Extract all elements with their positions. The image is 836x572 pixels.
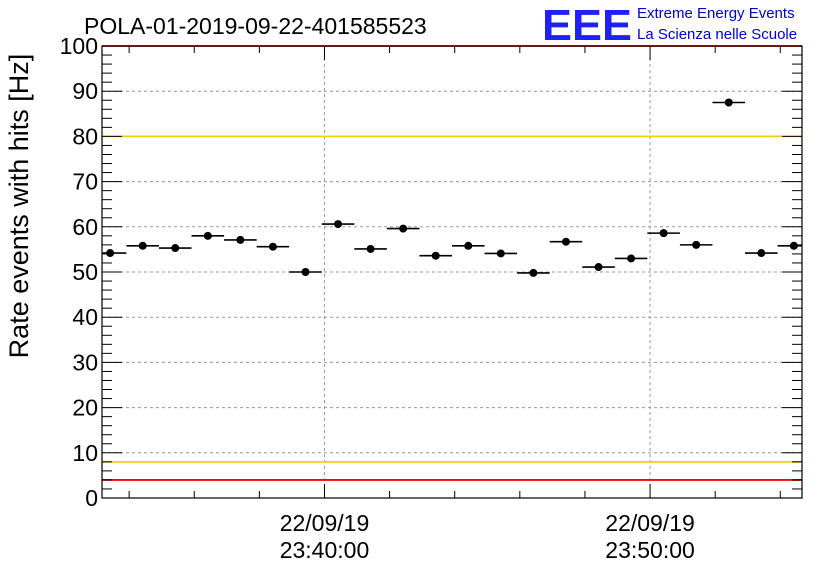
data-point	[529, 268, 538, 277]
grid	[102, 46, 802, 498]
y-tick-label: 50	[72, 259, 98, 285]
data-point	[431, 251, 440, 260]
data-point	[236, 235, 245, 244]
data-point	[138, 241, 147, 250]
data-series	[102, 98, 802, 277]
logo-subtitle-1: Extreme Energy Events	[637, 5, 795, 22]
data-point	[659, 229, 668, 238]
eee-logo: EEE Extreme Energy Events La Scienza nel…	[542, 1, 797, 50]
data-point	[594, 263, 603, 272]
data-point	[724, 98, 733, 107]
y-tick-label: 30	[72, 349, 98, 375]
y-tick-label: 0	[85, 485, 98, 511]
y-tick-label: 60	[72, 214, 98, 240]
y-tick-label: 10	[72, 440, 98, 466]
y-axis-title: Rate events with hits [Hz]	[4, 54, 34, 359]
y-tick-label: 90	[72, 78, 98, 104]
data-point	[464, 241, 473, 250]
y-tick-label: 20	[72, 395, 98, 421]
data-point	[171, 244, 180, 253]
eee-logo-mark: EEE	[542, 1, 632, 50]
x-tick-label-date: 22/09/19	[605, 510, 695, 536]
y-axis: 0 10 20 30 40 50 60 70 80 90 100	[60, 33, 802, 511]
x-tick-label-time: 23:50:00	[605, 537, 695, 563]
data-point	[106, 249, 115, 258]
data-point	[561, 237, 570, 246]
y-tick-label: 40	[72, 304, 98, 330]
data-point	[366, 244, 375, 253]
data-point	[692, 240, 701, 249]
y-tick-label: 80	[72, 123, 98, 149]
data-point	[268, 242, 277, 251]
x-tick-label-time: 23:40:00	[280, 537, 370, 563]
x-tick-label-date: 22/09/19	[280, 510, 370, 536]
data-point	[789, 241, 798, 250]
data-point	[203, 231, 212, 240]
data-point	[757, 249, 766, 258]
chart-title: POLA-01-2019-09-22-401585523	[84, 13, 427, 39]
y-tick-label: 100	[60, 33, 98, 59]
data-point	[627, 254, 636, 263]
data-point	[334, 220, 343, 229]
data-point	[301, 268, 310, 276]
data-point	[399, 224, 408, 233]
data-point	[496, 249, 505, 258]
y-tick-label: 70	[72, 169, 98, 195]
logo-subtitle-2: La Scienza nelle Scuole	[637, 26, 797, 43]
